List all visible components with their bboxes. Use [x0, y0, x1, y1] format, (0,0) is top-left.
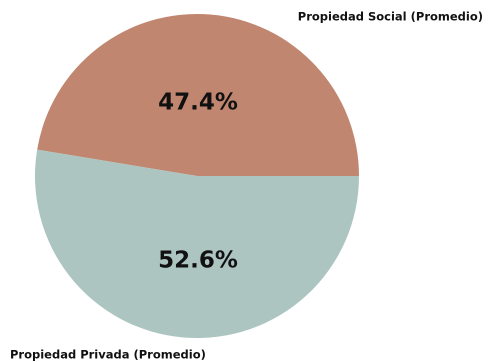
pie-slice-privada — [35, 149, 360, 339]
pie-slices — [35, 14, 360, 339]
pie-slice-social — [37, 14, 359, 177]
legend-label-privada: Propiedad Privada (Promedio) — [10, 348, 206, 362]
slice-label-social: 47.4% — [158, 90, 238, 116]
slice-label-privada: 52.6% — [158, 248, 238, 274]
legend-label-social: Propiedad Social (Promedio) — [298, 10, 483, 24]
